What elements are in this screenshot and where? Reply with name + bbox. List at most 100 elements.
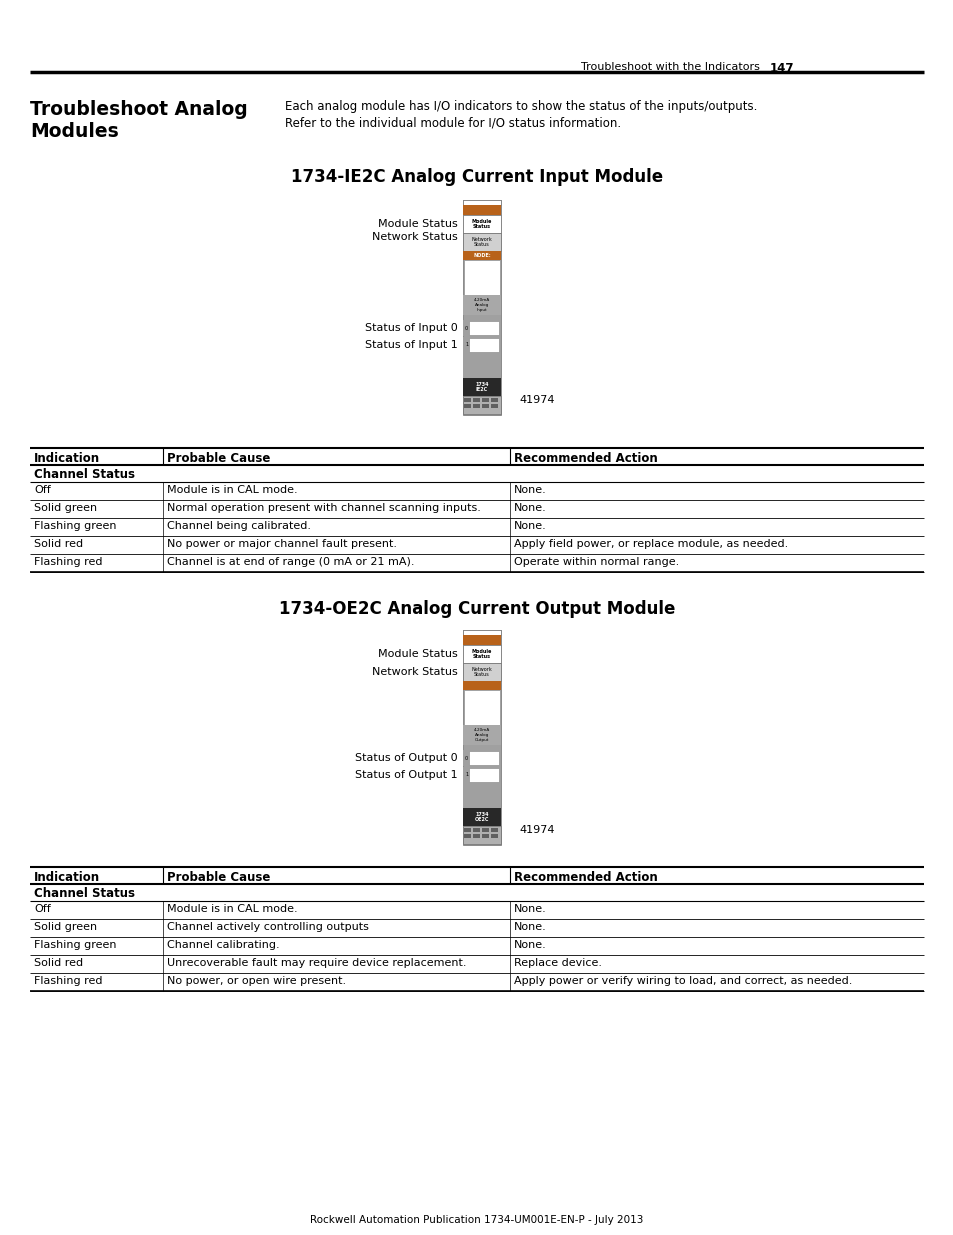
Text: Solid green: Solid green (34, 923, 97, 932)
Bar (462, 200, 500, 205)
Bar (462, 353, 500, 378)
Bar (462, 295, 500, 315)
Bar (462, 378, 500, 396)
Bar (462, 767, 500, 783)
Bar (491, 827, 497, 832)
Bar (469, 751, 498, 764)
Bar (462, 783, 500, 808)
Text: Channel Status: Channel Status (34, 468, 135, 480)
Text: Network Status: Network Status (372, 667, 457, 677)
Text: None.: None. (514, 485, 546, 495)
Text: None.: None. (514, 503, 546, 513)
Bar (491, 398, 497, 403)
Text: Off: Off (34, 485, 51, 495)
Text: 4-20mA
Analog
Input: 4-20mA Analog Input (474, 299, 490, 311)
Bar (462, 826, 500, 844)
Bar (491, 404, 497, 408)
Text: NODE:: NODE: (473, 253, 490, 258)
Text: None.: None. (514, 521, 546, 531)
Text: Each analog module has I/O indicators to show the status of the inputs/outputs.: Each analog module has I/O indicators to… (285, 100, 757, 112)
Text: Off: Off (34, 904, 51, 914)
Bar (463, 398, 471, 403)
Text: Flashing red: Flashing red (34, 557, 102, 567)
Bar (463, 834, 471, 839)
Text: Probable Cause: Probable Cause (167, 452, 270, 466)
Bar (473, 834, 479, 839)
Bar (462, 200, 500, 415)
Text: Apply power or verify wiring to load, and correct, as needed.: Apply power or verify wiring to load, an… (514, 976, 851, 986)
Text: None.: None. (514, 940, 546, 950)
Text: Channel Status: Channel Status (34, 887, 135, 900)
Text: 1734
IE2C: 1734 IE2C (475, 382, 488, 393)
Bar (481, 834, 489, 839)
Text: 4-20mA
Analog
Output: 4-20mA Analog Output (474, 729, 490, 741)
Text: Normal operation present with channel scanning inputs.: Normal operation present with channel sc… (167, 503, 480, 513)
Text: Probable Cause: Probable Cause (167, 871, 270, 884)
Text: Module
Status: Module Status (472, 219, 492, 230)
Text: No power or major channel fault present.: No power or major channel fault present. (167, 538, 396, 550)
Bar (462, 630, 500, 845)
Bar (462, 750, 500, 766)
Text: Flashing red: Flashing red (34, 976, 102, 986)
Bar (462, 663, 500, 680)
Text: Channel calibrating.: Channel calibrating. (167, 940, 279, 950)
Text: Rockwell Automation Publication 1734-UM001E-EN-P - July 2013: Rockwell Automation Publication 1734-UM0… (310, 1215, 643, 1225)
Text: Apply field power, or replace module, as needed.: Apply field power, or replace module, as… (514, 538, 787, 550)
Text: None.: None. (514, 923, 546, 932)
Text: Recommended Action: Recommended Action (514, 871, 657, 884)
Text: 0: 0 (464, 756, 468, 761)
Bar (469, 338, 498, 352)
Text: Channel being calibrated.: Channel being calibrated. (167, 521, 311, 531)
Bar (462, 205, 500, 215)
Bar (473, 827, 479, 832)
Text: Channel is at end of range (0 mA or 21 mA).: Channel is at end of range (0 mA or 21 m… (167, 557, 414, 567)
Text: Module is in CAL mode.: Module is in CAL mode. (167, 485, 297, 495)
Bar (491, 834, 497, 839)
Text: Solid red: Solid red (34, 958, 83, 968)
Text: Refer to the individual module for I/O status information.: Refer to the individual module for I/O s… (285, 116, 620, 128)
Bar (462, 630, 500, 635)
Text: Status of Output 0: Status of Output 0 (355, 753, 457, 763)
Bar (463, 690, 499, 725)
Bar (469, 321, 498, 335)
Text: 1734
OE2C: 1734 OE2C (475, 811, 489, 823)
Text: Operate within normal range.: Operate within normal range. (514, 557, 679, 567)
Text: Status of Input 1: Status of Input 1 (365, 340, 457, 350)
Text: 1: 1 (464, 342, 468, 347)
Bar (462, 725, 500, 745)
Text: Module Status: Module Status (377, 650, 457, 659)
Text: 41974: 41974 (518, 825, 554, 835)
Bar (469, 768, 498, 782)
Bar (462, 233, 500, 251)
Text: Replace device.: Replace device. (514, 958, 601, 968)
Bar (481, 404, 489, 408)
Text: Module Status: Module Status (377, 219, 457, 228)
Text: 1734-OE2C Analog Current Output Module: 1734-OE2C Analog Current Output Module (278, 600, 675, 618)
Text: Network Status: Network Status (372, 232, 457, 242)
Text: Network
Status: Network Status (471, 667, 492, 678)
Text: Network
Status: Network Status (471, 237, 492, 247)
Bar (481, 827, 489, 832)
Bar (463, 404, 471, 408)
Text: Indication: Indication (34, 452, 100, 466)
Bar (473, 398, 479, 403)
Bar (481, 398, 489, 403)
Bar (462, 645, 500, 663)
Text: 147: 147 (769, 62, 794, 75)
Text: Module is in CAL mode.: Module is in CAL mode. (167, 904, 297, 914)
Bar (462, 635, 500, 645)
Text: Indication: Indication (34, 871, 100, 884)
Text: Modules: Modules (30, 122, 118, 141)
Text: Flashing green: Flashing green (34, 940, 116, 950)
Text: Flashing green: Flashing green (34, 521, 116, 531)
Text: 0: 0 (464, 326, 468, 331)
Text: 41974: 41974 (518, 395, 554, 405)
Text: Recommended Action: Recommended Action (514, 452, 657, 466)
Bar (462, 396, 500, 414)
Text: Status of Input 0: Status of Input 0 (365, 324, 457, 333)
Text: Unrecoverable fault may require device replacement.: Unrecoverable fault may require device r… (167, 958, 466, 968)
Text: 1734-IE2C Analog Current Input Module: 1734-IE2C Analog Current Input Module (291, 168, 662, 186)
Bar (462, 337, 500, 353)
Text: None.: None. (514, 904, 546, 914)
Text: Troubleshoot Analog: Troubleshoot Analog (30, 100, 248, 119)
